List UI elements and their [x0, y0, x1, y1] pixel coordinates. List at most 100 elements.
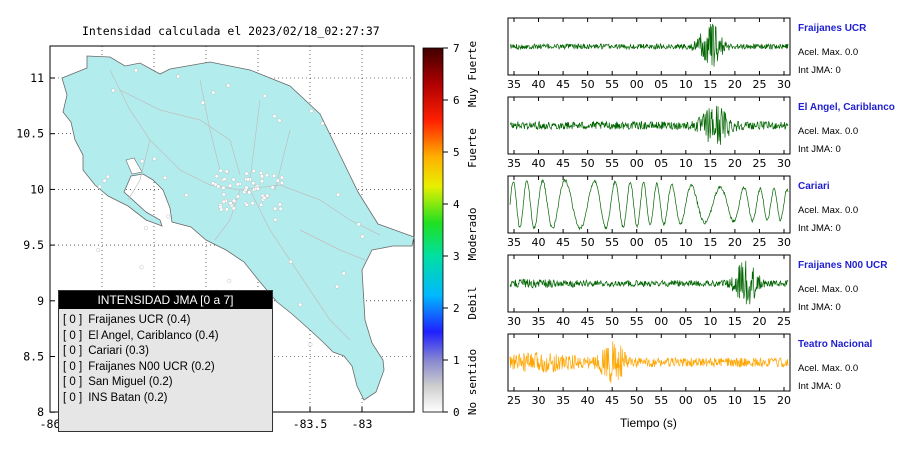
legend-item-label: San Miguel (0.2)	[88, 376, 173, 388]
station-dot	[235, 194, 240, 199]
waveform-panel: 35 40 45 50 55 00 05 10 15 20 25 30	[507, 175, 791, 249]
time-tick-label: 00	[630, 78, 644, 91]
station-name: El Angel, Cariblanco	[798, 102, 895, 113]
time-tick-label: 40	[581, 394, 595, 407]
colorbar-categories: No sentido Debil Moderado Fuerte Muy Fuerte	[466, 41, 479, 415]
colorbar-tick-label: 1	[453, 354, 460, 367]
station-name: Teatro Nacional	[798, 339, 873, 350]
station-accel-max: Acel. Max. 0.0	[798, 47, 859, 58]
time-tick-label: 25	[752, 78, 766, 91]
colorbar-tick-label: 4	[453, 198, 460, 211]
station-dot	[221, 192, 226, 197]
time-tick-label: 15	[703, 78, 717, 91]
map-title: Intensidad calculada el 2023/02/18_02:27…	[82, 24, 380, 38]
station-accel-max: Acel. Max. 0.0	[798, 363, 859, 374]
station-dot	[219, 207, 224, 212]
lon-tick-label: -83.5	[293, 417, 328, 431]
station-dot	[251, 169, 256, 173]
legend-item-label: Fraijanes N00 UCR (0.2)	[88, 360, 215, 373]
station-dot	[184, 193, 189, 198]
time-tick-label: 35	[507, 78, 521, 91]
station-accel-max: Acel. Max. 0.0	[798, 284, 859, 295]
station-dot	[244, 171, 249, 176]
time-tick-label: 15	[728, 315, 742, 328]
time-tick-label: 35	[507, 157, 521, 170]
road-network	[109, 69, 381, 341]
time-tick-label: 40	[556, 315, 570, 328]
time-tick-label: 45	[556, 236, 570, 249]
station-dot	[255, 186, 260, 191]
colorbar-tick-label: 7	[453, 42, 460, 55]
time-tick-label: 55	[605, 78, 619, 91]
time-tick-label: 30	[507, 315, 521, 328]
time-tick-label: 35	[532, 315, 546, 328]
colorbar-tick-label: 3	[453, 250, 460, 263]
waveform-panel: 35 40 45 50 55 00 05 10 15 20 25 30	[507, 17, 791, 91]
station-dot	[360, 234, 365, 239]
colorbar-category: Fuerte	[466, 128, 479, 168]
station-dot	[262, 93, 267, 98]
station-dot	[176, 74, 181, 79]
station-dot	[272, 114, 277, 119]
time-tick-label: 05	[679, 315, 693, 328]
colorbar-tick-label: 2	[453, 302, 460, 315]
time-tick-label: 40	[532, 157, 546, 170]
station-dot	[211, 90, 216, 95]
time-tick-label: 00	[630, 157, 644, 170]
station-dot	[105, 174, 110, 179]
station-dot	[216, 184, 221, 189]
legend-item: [ 0 ] Cariari (0.3)	[63, 344, 272, 360]
station-dot	[335, 284, 340, 289]
station-dot	[102, 178, 107, 183]
time-tick-label: 10	[679, 236, 693, 249]
legend-item: [ 0 ] Fraijanes UCR (0.4)	[63, 313, 272, 329]
station-dot	[341, 271, 346, 276]
station-dot	[200, 100, 205, 105]
legend-item-intensity: [ 0 ]	[63, 376, 83, 388]
time-tick-label: 20	[728, 236, 742, 249]
legend-item-intensity: [ 0 ]	[63, 329, 83, 342]
time-tick-label: 15	[703, 236, 717, 249]
time-tick-label: 50	[581, 236, 595, 249]
time-tick-label: 10	[728, 394, 742, 407]
legend-item: [ 0 ] El Angel, Cariblanco (0.4)	[63, 329, 272, 345]
station-dot	[275, 178, 280, 183]
waveform-panel: 25 30 35 40 45 50 55 00 05 10 15 20	[507, 333, 791, 407]
station-dot	[111, 88, 116, 93]
station-dot	[221, 199, 226, 204]
station-dot	[228, 201, 233, 206]
legend-item-label: Cariari (0.3)	[88, 345, 149, 357]
colorbar-tick-label: 6	[453, 94, 460, 107]
station-jma-intensity: Int JMA: 0	[798, 223, 841, 234]
station-dot	[231, 198, 236, 203]
lat-tick-labels: 11 10.5 10 9.5 9 8.5 8	[16, 71, 44, 419]
time-tick-label: 45	[581, 315, 595, 328]
station-dot	[260, 174, 264, 179]
station-dot	[228, 183, 233, 188]
station-dot	[140, 159, 145, 164]
lat-tick-label: 10	[30, 182, 44, 196]
lat-tick-label: 9	[37, 294, 44, 308]
station-dot	[96, 248, 101, 253]
lon-tick-label: -86	[40, 417, 61, 431]
lat-tick-label: 8.5	[23, 350, 44, 364]
station-dot	[320, 121, 325, 126]
time-tick-label: 50	[605, 315, 619, 328]
station-jma-intensity: Int JMA: 0	[798, 381, 841, 392]
time-tick-label: 20	[728, 157, 742, 170]
time-tick-label: 15	[752, 394, 766, 407]
station-dot	[139, 265, 144, 270]
station-dot	[134, 68, 139, 73]
time-tick-label: 45	[605, 394, 619, 407]
station-dot	[336, 192, 341, 197]
station-dot	[211, 181, 216, 186]
station-dot	[308, 342, 313, 347]
time-tick-label: 20	[728, 78, 742, 91]
time-tick-label: 50	[630, 394, 644, 407]
station-accel-max: Acel. Max. 0.0	[798, 205, 859, 216]
station-dot	[245, 177, 250, 182]
lat-tick-label: 10.5	[16, 127, 44, 141]
time-tick-label: 35	[556, 394, 570, 407]
lat-tick-label: 8	[37, 405, 44, 419]
station-dot	[279, 175, 284, 180]
